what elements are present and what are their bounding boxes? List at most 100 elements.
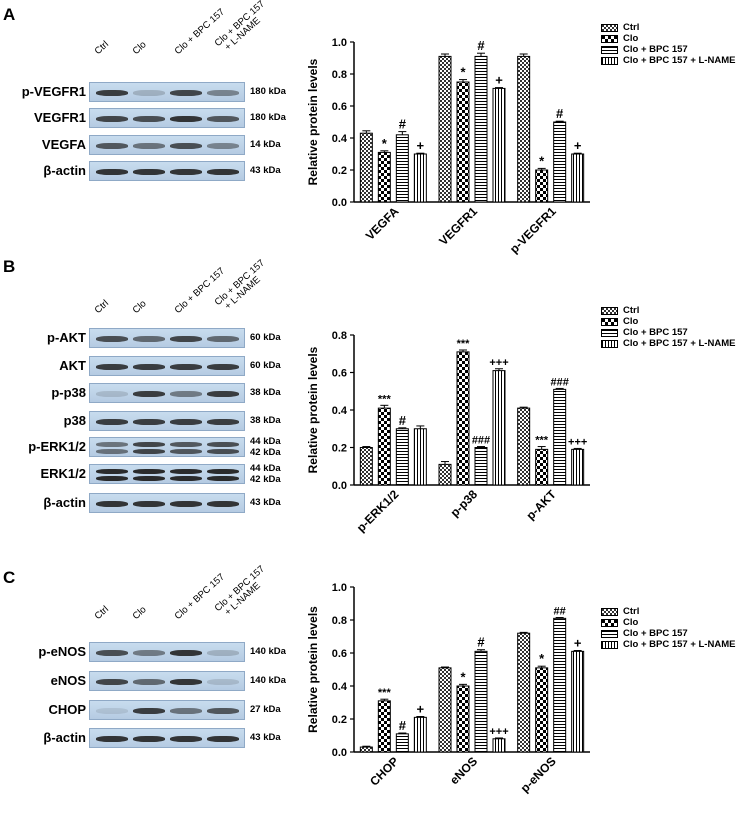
legend-label: Clo bbox=[623, 33, 639, 44]
significance-mark: ### bbox=[472, 435, 490, 447]
blot-label: β-actin bbox=[43, 163, 86, 178]
bar bbox=[553, 617, 567, 753]
lane-header: Ctrl bbox=[92, 38, 111, 57]
bar bbox=[571, 448, 585, 486]
band bbox=[96, 650, 128, 656]
band bbox=[207, 736, 239, 742]
band bbox=[207, 169, 239, 175]
band bbox=[207, 419, 239, 425]
x-tick-label: p-VEGFR1 bbox=[507, 204, 559, 256]
significance-mark: *** bbox=[378, 687, 392, 699]
significance-mark: * bbox=[539, 153, 545, 168]
lane-header: Clo + BPC 157 bbox=[172, 571, 227, 622]
blot-label: VEGFA bbox=[41, 137, 86, 152]
x-tick-label: p-eNOS bbox=[518, 754, 559, 795]
band bbox=[133, 650, 165, 656]
band bbox=[133, 442, 165, 447]
bar bbox=[359, 447, 373, 486]
band bbox=[207, 364, 239, 370]
legend-swatch bbox=[601, 46, 618, 54]
band bbox=[207, 650, 239, 656]
band bbox=[170, 364, 202, 370]
band bbox=[170, 90, 202, 96]
bar bbox=[395, 134, 409, 203]
legend-label: Clo bbox=[623, 316, 639, 327]
significance-mark: ## bbox=[554, 606, 566, 618]
legend-swatch bbox=[601, 307, 618, 315]
lane-header: Clo bbox=[130, 39, 149, 57]
significance-mark: * bbox=[382, 136, 388, 151]
blot-label: ERK1/2 bbox=[40, 466, 86, 481]
bar bbox=[474, 55, 488, 203]
band bbox=[207, 336, 239, 342]
y-tick-label: 0.0 bbox=[332, 480, 347, 492]
kda-label: 43 kDa bbox=[250, 732, 281, 743]
x-tick-label: p-AKT bbox=[523, 487, 559, 523]
bar bbox=[377, 151, 391, 203]
blot-label: AKT bbox=[59, 358, 86, 373]
kda-label: 60 kDa bbox=[250, 360, 281, 371]
significance-mark: * bbox=[460, 669, 466, 684]
band bbox=[133, 364, 165, 370]
band bbox=[207, 116, 239, 122]
legend-label: Clo + BPC 157 bbox=[623, 327, 688, 338]
band bbox=[133, 476, 165, 481]
blot-label: eNOS bbox=[50, 673, 86, 688]
bar bbox=[571, 153, 585, 203]
significance-mark: *** bbox=[457, 338, 471, 350]
bar bbox=[438, 463, 452, 486]
kda-label: 140 kDa bbox=[250, 646, 286, 657]
kda-label: 180 kDa bbox=[250, 112, 286, 123]
panel-b: B Ctrl Clo Clo + BPC 157 Clo + BPC 157 + L-N… bbox=[0, 255, 753, 535]
significance-mark: *** bbox=[535, 435, 549, 447]
band bbox=[170, 449, 202, 454]
legend-label: Clo bbox=[623, 617, 639, 628]
blot-label: β-actin bbox=[43, 730, 86, 745]
blot-label: CHOP bbox=[48, 702, 86, 717]
band bbox=[170, 736, 202, 742]
kda-label: 44 kDa bbox=[250, 463, 281, 474]
band bbox=[96, 364, 128, 370]
bar bbox=[535, 448, 549, 486]
band bbox=[170, 708, 202, 714]
band bbox=[170, 442, 202, 447]
y-tick-label: 0.2 bbox=[332, 714, 347, 726]
band bbox=[96, 169, 128, 175]
panel-letter-c: C bbox=[3, 568, 16, 587]
band bbox=[133, 391, 165, 397]
band bbox=[207, 476, 239, 481]
lane-header: Clo bbox=[130, 604, 149, 622]
band bbox=[207, 708, 239, 714]
band bbox=[170, 143, 202, 149]
y-tick-label: 0.8 bbox=[332, 69, 347, 81]
bar bbox=[359, 132, 373, 203]
y-tick-label: 1.0 bbox=[332, 582, 347, 594]
significance-mark: + bbox=[417, 138, 425, 153]
significance-mark: # bbox=[477, 38, 485, 53]
bar bbox=[517, 55, 531, 203]
kda-label: 60 kDa bbox=[250, 332, 281, 343]
band bbox=[133, 90, 165, 96]
panel-letter-b: B bbox=[3, 257, 16, 276]
significance-mark: +++ bbox=[489, 357, 508, 369]
y-tick-label: 0.8 bbox=[332, 615, 347, 627]
legend-swatch bbox=[601, 630, 618, 638]
blot-strip bbox=[89, 108, 245, 128]
blot-label: p-ERK1/2 bbox=[28, 439, 86, 454]
y-tick-label: 0.4 bbox=[332, 681, 348, 693]
significance-mark: # bbox=[399, 718, 407, 733]
blot-strip bbox=[89, 82, 245, 102]
significance-mark: ### bbox=[550, 376, 568, 388]
band bbox=[207, 90, 239, 96]
bar bbox=[438, 55, 452, 203]
band bbox=[170, 116, 202, 122]
blot-label: p-AKT bbox=[47, 330, 86, 345]
blot-strip bbox=[89, 728, 245, 748]
legend-label: Ctrl bbox=[623, 22, 640, 33]
significance-mark: # bbox=[399, 413, 407, 428]
significance-mark: # bbox=[399, 117, 407, 132]
band bbox=[207, 501, 239, 507]
bar bbox=[359, 746, 373, 753]
blot-strip bbox=[89, 383, 245, 403]
bar bbox=[395, 428, 409, 486]
